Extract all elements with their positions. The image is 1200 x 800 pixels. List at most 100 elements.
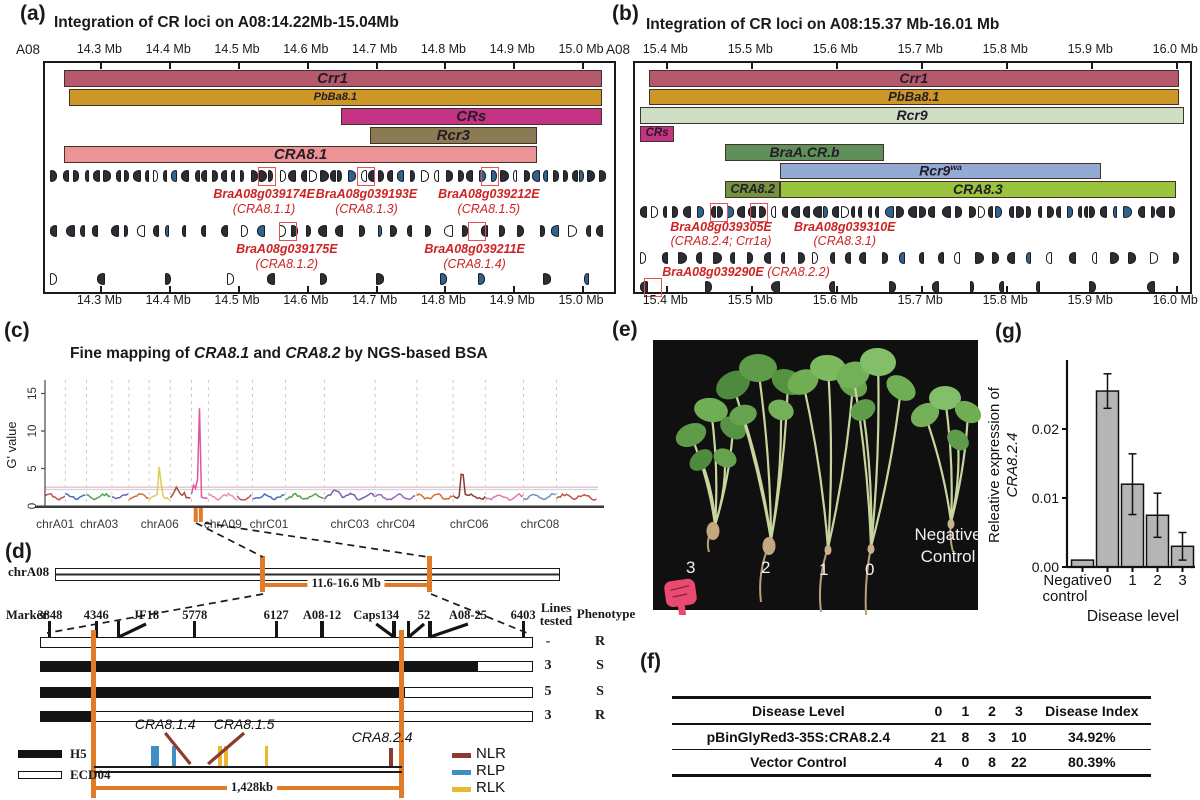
locus-track-label: CRA8.2 xyxy=(730,182,775,196)
gene-glyph xyxy=(410,170,416,182)
gvalue-curve-chrA02 xyxy=(65,493,86,501)
axis-tick-mark xyxy=(100,63,103,69)
gene-glyph xyxy=(829,281,835,293)
gene-glyph xyxy=(1083,206,1089,218)
marker-tick-5778 xyxy=(193,621,197,637)
gene-glyph xyxy=(713,252,722,264)
gvalue-curve-chrC03 xyxy=(323,489,376,501)
gene-glyph xyxy=(153,225,159,237)
axis-tick-label-top: 15.7 Mb xyxy=(897,42,943,56)
table-row-cra824-cell: 21 xyxy=(924,724,953,750)
gvalue-curve-chrA04 xyxy=(111,493,129,500)
gvalue-curve-chrC08 xyxy=(523,493,556,501)
plant-leaf xyxy=(716,370,750,400)
gene-glyph xyxy=(80,225,85,237)
table-row-cra824-cell: 10 xyxy=(1005,724,1033,750)
gene-glyph xyxy=(710,206,716,218)
table-row-vector-control-cell: 80.39% xyxy=(1032,749,1151,777)
plant-stem xyxy=(709,409,718,526)
gene-glyph xyxy=(918,206,926,218)
gene-glyph xyxy=(230,170,236,182)
root-crown xyxy=(867,544,875,554)
panel-c-title-part: by NGS-based BSA xyxy=(340,345,488,362)
gene-glyph xyxy=(1066,206,1074,218)
gene-glyph xyxy=(347,170,357,182)
gene-glyph xyxy=(1089,206,1095,218)
gene-glyph xyxy=(115,170,122,182)
gene-glyph xyxy=(812,252,818,264)
lines-tested-header-2: tested xyxy=(539,613,573,628)
gvalue-curve-chrA07 xyxy=(169,485,191,500)
panel-a-plot-box: Crr1 PbBa8.1 CRs Rcr3 CRA8.1 BraA08g039174E (C… xyxy=(43,61,616,294)
gene-label-CRA8.1.4: CRA8.1.4 xyxy=(134,716,196,732)
axis-tick-mark xyxy=(513,63,516,69)
tag-stem xyxy=(677,603,689,615)
panel-g-letter: (g) xyxy=(995,320,1022,343)
negative-control-label-1: Negative xyxy=(914,525,981,544)
axis-tick-mark xyxy=(1176,63,1179,69)
axis-tick-label-bottom: 15.8 Mb xyxy=(982,293,1028,307)
negative-control-label-2: Control xyxy=(921,547,976,566)
gene-map-line-2 xyxy=(93,771,402,773)
candidate-gene-label: BraA08g039174E xyxy=(213,187,315,201)
chrom-axis-label: chrA03 xyxy=(80,517,118,531)
plant-stem xyxy=(826,384,855,549)
gene-glyph xyxy=(716,206,723,218)
axis-tick-label-top: 16.0 Mb xyxy=(1152,42,1198,56)
axis-tick-mark xyxy=(666,286,669,292)
locus-track-cra83: CRA8.3 xyxy=(780,181,1176,198)
y-axis-tick-label: 0 xyxy=(27,503,39,509)
gene-glyph xyxy=(1025,252,1031,264)
table-row-vector-control-cell: 4 xyxy=(924,749,953,777)
gene-glyph xyxy=(596,225,603,237)
nlr-legend-label: NLR xyxy=(476,745,507,762)
locus-track-label: Rcr3 xyxy=(436,127,470,144)
gene-glyph xyxy=(165,273,171,285)
gene-glyph xyxy=(241,225,248,237)
disease-level-photo-label: 3 xyxy=(686,558,695,577)
axis-tick-mark xyxy=(921,286,924,292)
gene-glyph xyxy=(938,252,944,264)
gene-glyph xyxy=(66,225,75,237)
locus-track-label: Rcr9wa xyxy=(919,162,962,180)
gene-glyph xyxy=(361,170,367,182)
gene-glyph xyxy=(73,170,80,182)
gene-glyph xyxy=(1036,281,1041,293)
marker-tick-JF18 xyxy=(117,621,121,637)
axis-tick-label-top: 14.6 Mb xyxy=(283,42,329,56)
plant-stem xyxy=(826,367,833,549)
axis-tick-mark xyxy=(444,286,447,292)
gene-glyph xyxy=(221,225,228,237)
locus-track-label: CRA8.3 xyxy=(953,181,1003,198)
y-tick-label: 0.00 xyxy=(1032,559,1059,575)
locus-track-rcr9: Rcr9 xyxy=(640,107,1185,124)
plant-stem xyxy=(741,414,773,541)
gene-glyph xyxy=(201,170,208,182)
gene-glyph xyxy=(884,206,894,218)
axis-tick-mark xyxy=(751,63,754,69)
gene-glyph xyxy=(397,170,405,182)
panel-e-letter: (e) xyxy=(612,318,638,341)
nlr-legend-swatch xyxy=(452,753,471,758)
axis-tick-mark xyxy=(444,63,447,69)
plant-leaf xyxy=(836,361,870,389)
ecd04-legend-swatch xyxy=(18,771,62,779)
gene-glyph xyxy=(803,206,811,218)
recombinant-row xyxy=(40,661,533,672)
root-crown xyxy=(824,545,832,555)
gene-glyph xyxy=(705,281,712,293)
axis-tick-label-bottom: 15.5 Mb xyxy=(727,293,773,307)
panel-g: (g) 0.00 0.01 0.02 Negative control 0 1 2 3 Disea… xyxy=(985,315,1200,645)
candidate-gene-sublabel: (CRA8.1.4) xyxy=(443,257,506,271)
locus-track-crs: CRs xyxy=(340,108,602,125)
gene-glyph xyxy=(1089,281,1096,293)
gene-glyph xyxy=(579,170,584,182)
gene-glyph xyxy=(1123,206,1133,218)
axis-tick-label-bottom: 15.9 Mb xyxy=(1067,293,1113,307)
candidate-gene-sublabel: (CRA8.2.4; Crr1a) xyxy=(670,234,772,248)
gene-glyph xyxy=(850,206,856,218)
candidate-gene-sublabel: (CRA8.1.3) xyxy=(335,202,398,216)
gene-glyph xyxy=(279,170,286,182)
recombinant-row xyxy=(40,711,533,722)
